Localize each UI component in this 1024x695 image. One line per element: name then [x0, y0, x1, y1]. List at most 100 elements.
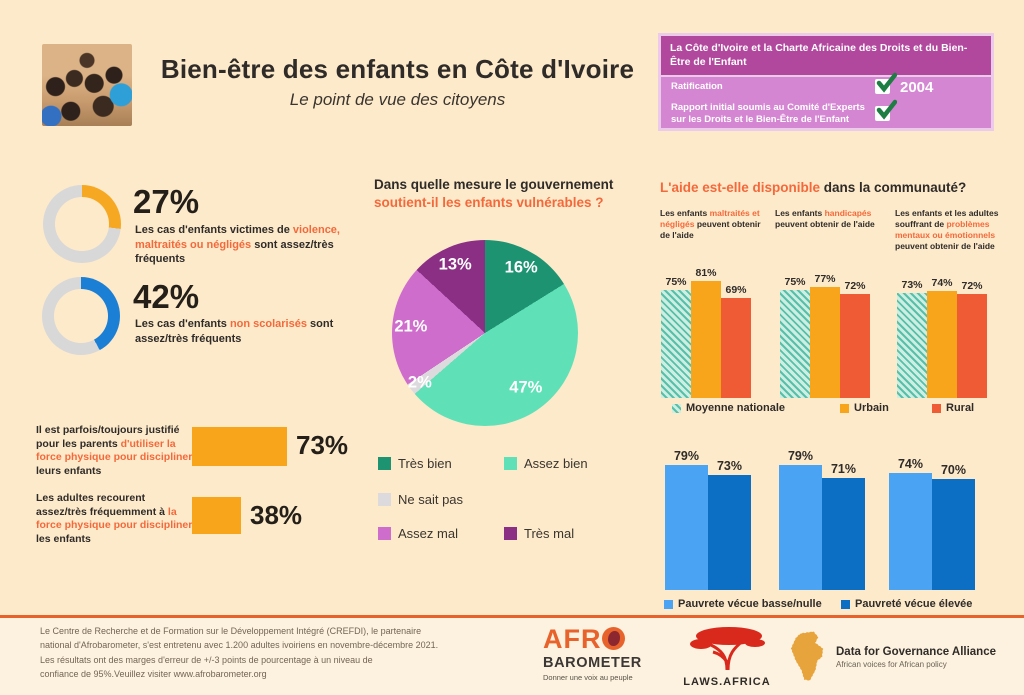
footer-line: confiance de 95%.Veuillez visiter www.af… — [40, 669, 267, 680]
laws-africa-label: LAWS.AFRICA — [683, 676, 771, 688]
checkbox-checked-icon — [875, 99, 897, 121]
afro-tagline: Donner une voix au peuple — [543, 673, 633, 682]
pie-legend: Très bien Assez bien Ne sait pas Assez m… — [374, 448, 644, 548]
children-photo — [42, 44, 132, 126]
pie-slice-label: 47% — [509, 378, 543, 397]
legend-label: Assez bien — [524, 456, 588, 471]
legend-swatch — [504, 457, 517, 470]
pie-slice-label: 13% — [438, 255, 472, 274]
legend-pauvrete-elevee: Pauvreté vécue élevée — [841, 598, 972, 610]
highlighted-text: problèmes mentaux ou émotionnels — [895, 219, 996, 241]
bar-value-label: 79% — [787, 449, 814, 463]
dga-subtitle: African voices for African policy — [836, 659, 947, 669]
bar-value-label: 75% — [784, 276, 806, 288]
ratification-year: 2004 — [900, 79, 934, 96]
legend-item-tres-bien: Très bien — [378, 456, 452, 471]
afrobarometer-logo: AFR BAROMETER Donner une voix au peuple — [543, 624, 683, 683]
text-segment: Les enfants et les adultes souffrant de — [895, 208, 999, 230]
highlighted-text: violence, maltraités ou négligés — [135, 224, 340, 251]
bar-value-label: 81% — [695, 267, 717, 279]
bar-pauvret-v-cue-lev-e — [708, 475, 751, 590]
highlighted-text: handicapés — [824, 208, 872, 218]
checkbox-checked-icon — [875, 72, 897, 94]
footer-line: national d'Afrobarometer, s'est entreten… — [40, 640, 439, 651]
page-title: Bien-être des enfants en Côte d'Ivoire — [160, 54, 635, 84]
force-desc-2: Les adultes recourent assez/très fréquem… — [36, 492, 196, 547]
legend-label: Rural — [946, 402, 975, 414]
bar-value-label: 77% — [814, 273, 836, 285]
donut-value-violence: 27% — [133, 183, 200, 220]
footer-methodology-text: Le Centre de Recherche et de Formation s… — [40, 624, 520, 682]
legend-rural: Rural — [932, 402, 974, 414]
ratification-label: Ratification — [671, 81, 723, 92]
bar-urbain — [691, 281, 721, 398]
legend-pauvrete-basse: Pauvrete vécue basse/nulle — [664, 598, 822, 610]
bar-value-label: 73% — [901, 279, 923, 291]
rapport-label: Rapport initial soumis au Comité d'Exper… — [671, 102, 865, 126]
legend-item-assez-bien: Assez bien — [504, 456, 588, 471]
aide-title-rest: dans la communauté? — [820, 180, 967, 195]
force-bar-1 — [192, 427, 287, 466]
bar-pauvret-v-cue-lev-e — [822, 478, 865, 590]
bar-value-label: 72% — [961, 280, 983, 292]
aide-col-header-3: Les enfants et les adultes souffrant de … — [895, 208, 1013, 252]
bar-moyenne-nationale — [897, 293, 927, 398]
legend-swatch — [504, 527, 517, 540]
legend-swatch — [840, 403, 849, 413]
legend-swatch — [672, 403, 681, 413]
bar-value-label: 72% — [844, 280, 866, 292]
legend-label: Ne sait pas — [398, 492, 464, 507]
bar-chart-aide-pauvrete: 79% 79% 74% 73% 71% 70% — [658, 448, 998, 590]
legend-label: Urbain — [854, 402, 889, 414]
pie-slice-label: 21% — [394, 317, 428, 336]
bar-pauvrete-v-cue-basse-nulle — [889, 473, 932, 590]
legend-label: Moyenne nationale — [686, 402, 786, 414]
pie-question: Dans quelle mesure le gouvernement souti… — [374, 176, 634, 212]
text-segment: sont assez/très fréquents — [135, 318, 334, 345]
highlighted-text: d'utiliser la force physique pour discip… — [36, 437, 193, 464]
legend-urbain: Urbain — [840, 402, 889, 414]
text-segment: peuvent obtenir de l'aide — [660, 219, 761, 241]
donut-hole — [55, 197, 109, 251]
text-segment: sont assez/très fréquents — [135, 238, 334, 266]
legend-label: Pauvreté vécue élevée — [855, 598, 973, 610]
legend-moyenne-nationale: Moyenne nationale — [672, 402, 785, 414]
bar-chart-aide-milieu: 75% 75% 73% 81% 77% 74% 69% 72% 72% — [658, 264, 998, 398]
donut-chart-violence — [43, 185, 121, 263]
bar-value-label: 74% — [931, 277, 953, 289]
bar-value-label: 74% — [897, 457, 924, 471]
bar-value-label: 69% — [725, 284, 747, 296]
footer-line: Les résultats ont des marges d'erreur de… — [40, 654, 373, 665]
bar-moyenne-nationale — [661, 290, 691, 398]
donut-desc-violence: Les cas d'enfants victimes de violence, … — [135, 223, 345, 267]
highlighted-text: la force physique pour discipliner — [36, 505, 193, 532]
bar-value-label: 79% — [673, 449, 700, 463]
legend-swatch — [378, 493, 391, 506]
acacia-tree-icon — [690, 627, 765, 671]
aide-col-header-1: Les enfants maltraités et négligés peuve… — [660, 208, 766, 241]
barometer-wordmark: BAROMETER — [543, 655, 642, 671]
text-segment: Les cas d'enfants victimes de — [135, 224, 293, 236]
bar-value-label: 71% — [830, 462, 857, 476]
legend-swatch — [841, 599, 850, 609]
text-segment: Les cas d'enfants — [135, 318, 230, 330]
aide-title: L'aide est-elle disponible dans la commu… — [660, 180, 966, 195]
donut-desc-scolarisation: Les cas d'enfants non scolarisés sont as… — [135, 317, 345, 346]
pie-question-line1: Dans quelle mesure le gouvernement — [374, 177, 614, 192]
legend-label: Assez mal — [398, 526, 458, 541]
bar-urbain — [810, 287, 840, 398]
legend-label: Très bien — [398, 456, 452, 471]
legend-label: Pauvrete vécue basse/nulle — [678, 598, 822, 610]
charte-africaine-box: La Côte d'Ivoire et la Charte Africaine … — [658, 33, 994, 131]
bar-moyenne-nationale — [780, 290, 810, 398]
dga-title: Data for Governance Alliance — [836, 645, 996, 658]
donut-value-scolarisation: 42% — [133, 278, 200, 315]
text-segment: Les adultes recourent assez/très fréquem… — [36, 492, 168, 518]
text-segment: Il est parfois/toujours justifié pour le… — [36, 424, 180, 450]
bar-value-label: 75% — [665, 276, 687, 288]
text-segment: les enfants — [36, 532, 91, 545]
donut-chart-scolarisation — [42, 277, 120, 355]
footer-divider — [0, 615, 1024, 618]
afro-letters: AFR — [543, 624, 602, 654]
